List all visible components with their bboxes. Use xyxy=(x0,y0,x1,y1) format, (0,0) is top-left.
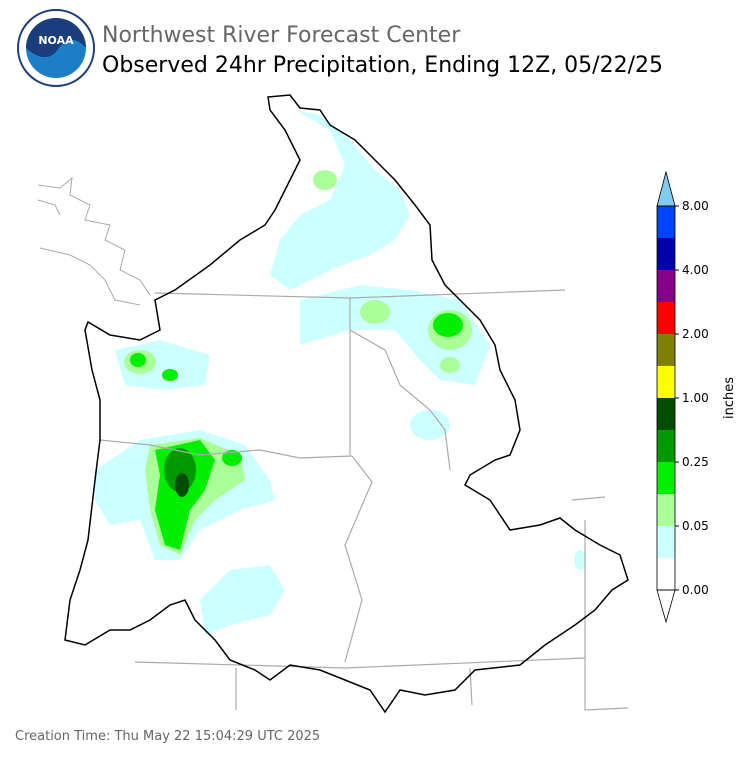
tick-label: 2.00 xyxy=(682,327,709,341)
under-arrow xyxy=(656,589,676,624)
state-borders xyxy=(99,289,629,711)
tick-label: 0.05 xyxy=(682,519,709,533)
map-title: Observed 24hr Precipitation, Ending 12Z,… xyxy=(102,53,663,78)
creation-time: Creation Time: Thu May 22 15:04:29 UTC 2… xyxy=(15,729,320,744)
tick-label: 1.00 xyxy=(682,391,709,405)
color-bin xyxy=(657,558,675,590)
color-bin xyxy=(657,206,675,238)
over-arrow xyxy=(656,170,676,207)
color-bin xyxy=(657,462,675,494)
basin-boundary xyxy=(64,94,629,714)
precipitation xyxy=(95,110,586,635)
map xyxy=(37,94,629,714)
color-bin xyxy=(657,334,675,366)
color-bin xyxy=(657,302,675,334)
organization: Northwest River Forecast Center xyxy=(102,23,461,48)
color-bin xyxy=(657,270,675,302)
color-bin xyxy=(657,494,675,526)
color-bin xyxy=(657,526,675,558)
coastline xyxy=(37,176,151,306)
logo-text: NOAA xyxy=(38,34,74,47)
tick-label: 0.00 xyxy=(682,583,709,597)
tick-label: 4.00 xyxy=(682,263,709,277)
color-bin xyxy=(657,430,675,462)
tick-label: 0.25 xyxy=(682,455,709,469)
color-bin xyxy=(657,366,675,398)
tick-label: 8.00 xyxy=(682,199,709,213)
color-bin xyxy=(657,238,675,270)
colorbar: 0.00 0.05 0.25 1.00 2.00 4.00 8.00 xyxy=(656,170,709,624)
color-bin xyxy=(657,398,675,430)
legend-label: inches xyxy=(722,377,737,419)
noaa-logo: NOAA xyxy=(17,9,95,87)
